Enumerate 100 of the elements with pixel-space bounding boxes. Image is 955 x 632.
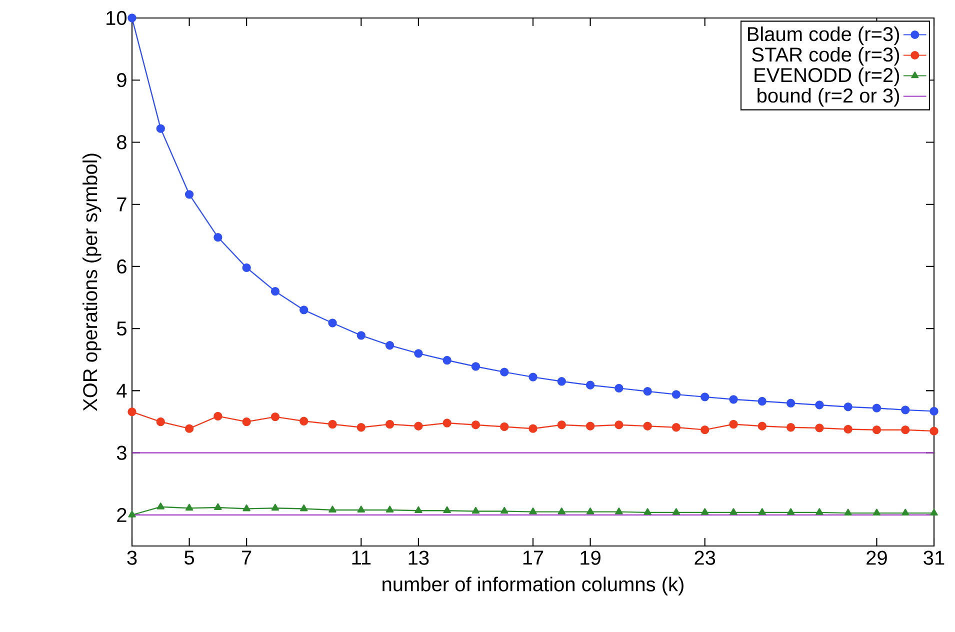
point — [672, 390, 681, 399]
point — [528, 424, 538, 433]
point — [758, 396, 766, 406]
point — [901, 426, 910, 434]
point — [872, 508, 881, 516]
point — [214, 412, 222, 421]
point — [557, 377, 566, 386]
point — [930, 426, 938, 436]
point — [128, 14, 136, 22]
point — [471, 362, 480, 371]
x-tick-label: 29 — [866, 550, 887, 565]
point — [442, 418, 452, 428]
x-tick-label: 5 — [184, 550, 194, 565]
point — [700, 426, 710, 434]
point — [386, 506, 394, 512]
point — [185, 504, 194, 511]
y-tick-label: 10 — [106, 10, 126, 26]
point — [643, 386, 652, 396]
point — [328, 506, 336, 512]
point — [901, 406, 910, 414]
point — [700, 392, 710, 402]
point — [815, 400, 824, 410]
point — [270, 286, 280, 296]
y-tick-label: 6 — [117, 259, 126, 274]
legend-label: STAR code (r=3) — [752, 47, 900, 66]
y-tick-label: 2 — [117, 508, 126, 522]
point — [930, 406, 938, 416]
point — [844, 424, 852, 434]
point — [816, 508, 824, 515]
point — [786, 423, 796, 432]
point — [271, 504, 280, 511]
point — [529, 508, 537, 514]
point — [844, 508, 852, 516]
legend-label: Blaum code (r=3) — [748, 26, 900, 46]
point — [643, 422, 652, 430]
point — [701, 508, 709, 515]
point — [128, 510, 136, 518]
x-tick-label: 7 — [242, 550, 252, 564]
point — [815, 424, 824, 432]
point — [328, 318, 337, 328]
point — [414, 506, 422, 514]
point — [844, 402, 852, 412]
point — [472, 506, 480, 514]
point — [242, 417, 251, 426]
point — [214, 232, 222, 242]
point — [500, 506, 508, 514]
point — [328, 420, 337, 429]
x-tick-label: 11 — [352, 550, 371, 564]
point — [385, 420, 394, 429]
point — [184, 424, 194, 433]
point — [214, 503, 222, 510]
point — [930, 508, 938, 516]
point — [786, 398, 796, 408]
point — [500, 368, 509, 376]
point — [672, 508, 680, 515]
legend-label: EVENODD (r=2) — [754, 67, 900, 86]
point — [385, 341, 394, 350]
y-tick-label: 8 — [117, 135, 126, 150]
point — [586, 422, 595, 430]
point — [128, 407, 136, 416]
point — [672, 423, 681, 432]
point — [644, 508, 652, 515]
x-tick-label: 3 — [127, 550, 137, 565]
point — [758, 508, 766, 515]
point — [156, 124, 165, 133]
point — [442, 356, 452, 365]
point — [300, 306, 308, 314]
point — [872, 426, 882, 434]
x-tick-label: 19 — [580, 550, 600, 565]
point — [758, 422, 766, 430]
point — [156, 417, 165, 426]
point — [443, 506, 451, 514]
y-tick-label: 3 — [116, 446, 126, 460]
point — [356, 331, 366, 340]
x-tick-label: 17 — [523, 550, 544, 564]
point — [586, 508, 594, 514]
point — [300, 416, 308, 426]
point — [614, 420, 624, 430]
point — [902, 508, 910, 516]
point — [586, 380, 595, 390]
point — [615, 508, 623, 514]
point — [729, 395, 738, 404]
legend-label: bound (r=2 or 3) — [758, 88, 900, 107]
point — [184, 190, 194, 199]
point — [872, 404, 882, 412]
y-tick-label: 7 — [117, 197, 126, 212]
y-tick-label: 9 — [117, 73, 126, 88]
point — [414, 422, 423, 430]
y-axis-title: XOR operations (per symbol) — [82, 154, 102, 412]
point — [414, 349, 423, 358]
x-tick-label: 23 — [694, 550, 716, 565]
x-tick-label: 13 — [408, 550, 429, 565]
y-tick-label: 4 — [116, 384, 127, 398]
x-tick-label: 31 — [924, 550, 944, 565]
x-axis-title: number of information columns (k) — [382, 576, 684, 596]
point — [156, 502, 164, 510]
point — [558, 508, 566, 514]
point — [357, 506, 365, 512]
point — [500, 422, 509, 432]
point — [729, 420, 738, 429]
